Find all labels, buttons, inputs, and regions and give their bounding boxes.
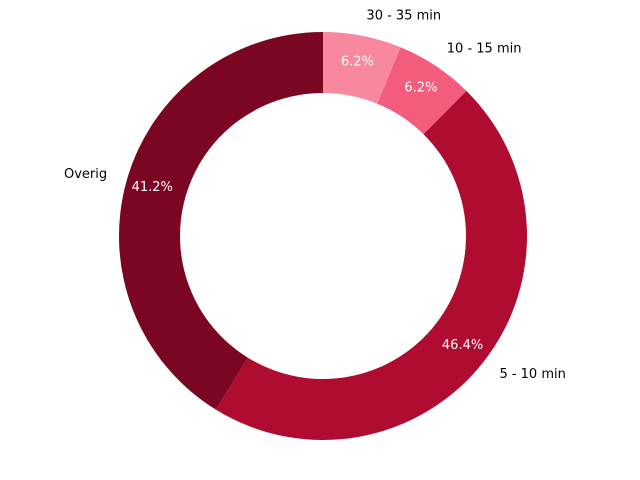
pct-label-30-35-min: 6.2% [341, 54, 374, 69]
pct-label-5-10-min: 46.4% [442, 338, 483, 353]
pct-label-overig: 41.2% [132, 180, 173, 195]
slice-overig [118, 32, 323, 410]
slice-30-35-min [323, 32, 401, 104]
category-label-overig: Overig [64, 167, 107, 182]
donut-slices [118, 32, 528, 441]
category-label-30-35-min: 30 - 35 min [366, 8, 441, 23]
pct-label-10-15-min: 6.2% [404, 80, 437, 95]
slice-5-10-min [215, 90, 528, 441]
category-label-5-10-min: 5 - 10 min [499, 367, 565, 382]
slice-10-15-min [377, 47, 467, 135]
category-label-10-15-min: 10 - 15 min [447, 41, 522, 56]
slice-labels: 41.2% Overig 46.4% 5 - 10 min 6.2% 10 - 15 mi… [64, 8, 566, 382]
